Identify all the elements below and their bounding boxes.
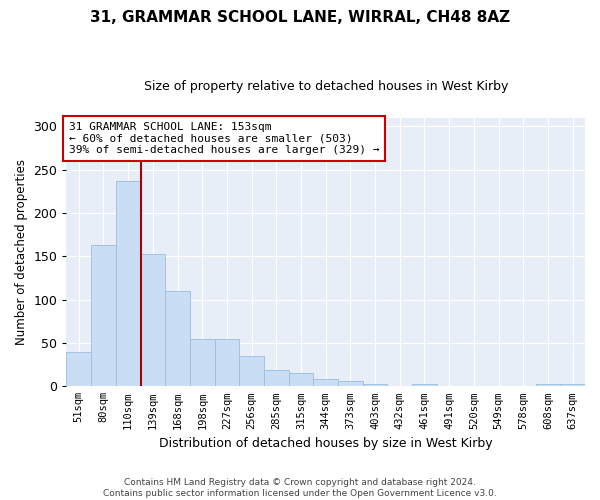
X-axis label: Distribution of detached houses by size in West Kirby: Distribution of detached houses by size … bbox=[159, 437, 493, 450]
Bar bbox=[91, 245, 116, 386]
Bar bbox=[313, 380, 338, 386]
Bar bbox=[338, 381, 363, 386]
Bar bbox=[536, 384, 560, 386]
Bar bbox=[264, 370, 289, 386]
Bar bbox=[116, 181, 140, 386]
Bar bbox=[239, 356, 264, 386]
Bar bbox=[289, 374, 313, 386]
Bar bbox=[215, 338, 239, 386]
Title: Size of property relative to detached houses in West Kirby: Size of property relative to detached ho… bbox=[143, 80, 508, 93]
Bar bbox=[140, 254, 165, 386]
Text: Contains HM Land Registry data © Crown copyright and database right 2024.
Contai: Contains HM Land Registry data © Crown c… bbox=[103, 478, 497, 498]
Bar bbox=[363, 384, 388, 386]
Bar bbox=[67, 352, 91, 386]
Text: 31 GRAMMAR SCHOOL LANE: 153sqm
← 60% of detached houses are smaller (503)
39% of: 31 GRAMMAR SCHOOL LANE: 153sqm ← 60% of … bbox=[69, 122, 380, 155]
Text: 31, GRAMMAR SCHOOL LANE, WIRRAL, CH48 8AZ: 31, GRAMMAR SCHOOL LANE, WIRRAL, CH48 8A… bbox=[90, 10, 510, 25]
Bar bbox=[165, 291, 190, 386]
Bar bbox=[190, 338, 215, 386]
Bar bbox=[560, 384, 585, 386]
Y-axis label: Number of detached properties: Number of detached properties bbox=[15, 159, 28, 345]
Bar bbox=[412, 384, 437, 386]
